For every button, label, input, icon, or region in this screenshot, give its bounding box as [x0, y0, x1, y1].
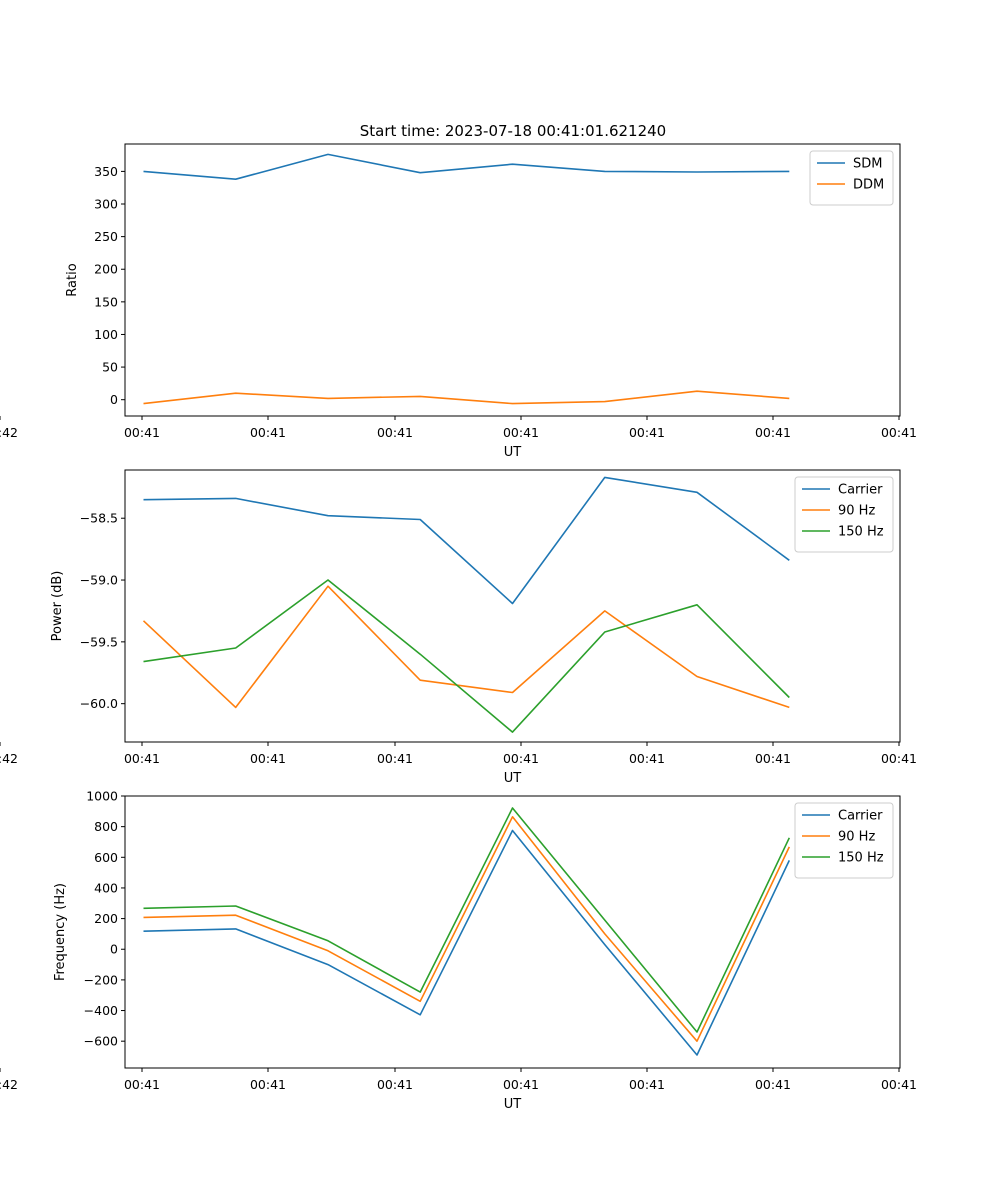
legend-label-90-hz: 90 Hz [838, 830, 875, 845]
x-tick-label: 00:41 [881, 751, 917, 766]
plot-frame [124, 143, 901, 417]
y-tick-label: 0 [110, 392, 118, 407]
series-line-90-hz [143, 815, 791, 1042]
x-axis-label: UT [504, 445, 522, 460]
y-tick-label: 800 [94, 819, 118, 834]
x-tick-label: 00:41 [250, 751, 286, 766]
y-tick-label: 1000 [86, 789, 118, 804]
x-tick-label: 00:41 [755, 751, 791, 766]
x-tick-label: 00:41 [881, 425, 917, 440]
subplot-3: 00:41 00:41 00:41 00:41 00:41 00:41 00:41 00:42… [0, 789, 917, 1112]
y-tick-label: −200 [84, 972, 118, 987]
x-tick-label: 00:41 [755, 1077, 791, 1092]
series-line-ddm [143, 390, 790, 405]
legend-box [809, 150, 894, 206]
x-tick-label: 00:41 [250, 425, 286, 440]
series-line-150-hz [143, 579, 790, 733]
x-tick-label: 00:41 [377, 425, 413, 440]
y-tick-label: 400 [94, 880, 118, 895]
x-tick-label: 00:41 [250, 1077, 286, 1092]
x-tick-label: 00:41 [755, 425, 791, 440]
x-tick-label: 00:41 [881, 1077, 917, 1092]
x-tick-label: 00:41 [503, 1077, 539, 1092]
y-axis-label: Power (dB) [50, 571, 65, 642]
legend-label-150-hz: 150 Hz [838, 851, 884, 866]
y-tick-label: 100 [94, 327, 118, 342]
y-axis-label: Frequency (Hz) [53, 883, 68, 981]
x-tick-label: 00:41 [124, 1077, 160, 1092]
x-tick-label: 00:41 [377, 751, 413, 766]
series-line-carrier [143, 476, 790, 605]
legend-box [794, 476, 894, 553]
x-tick-label: 00:42 [0, 751, 18, 766]
y-tick-label: −59.0 [80, 573, 118, 588]
y-tick-label: −400 [84, 1003, 118, 1018]
plot-frame [124, 469, 901, 743]
y-tick-label: 50 [102, 360, 118, 375]
figure-title: Start time: 2023-07-18 00:41:01.621240 [360, 122, 666, 140]
x-tick-label: 00:42 [0, 1077, 18, 1092]
y-tick-label: 300 [94, 197, 118, 212]
legend-label-sdm: SDM [853, 157, 882, 172]
y-tick-label: −60.0 [80, 696, 118, 711]
x-tick-label: 00:41 [503, 425, 539, 440]
y-tick-label: 600 [94, 850, 118, 865]
y-tick-label: 250 [94, 229, 118, 244]
legend-label-carrier: Carrier [838, 809, 883, 824]
x-tick-label: 00:41 [503, 751, 539, 766]
series-line-sdm [143, 153, 790, 180]
x-tick-label: 00:41 [629, 1077, 665, 1092]
y-tick-label: −600 [84, 1034, 118, 1049]
series-line-150-hz [143, 807, 791, 1033]
x-tick-label: 00:41 [124, 751, 160, 766]
y-tick-label: 350 [94, 164, 118, 179]
legend-label-150-hz: 150 Hz [838, 525, 884, 540]
plot-frame [124, 795, 901, 1069]
y-tick-label: 200 [94, 911, 118, 926]
legend-label-carrier: Carrier [838, 483, 883, 498]
y-tick-label: −59.5 [80, 634, 118, 649]
x-tick-label: 00:41 [629, 425, 665, 440]
y-axis-label: Ratio [65, 263, 80, 296]
y-tick-label: 150 [94, 294, 118, 309]
x-tick-label: 00:42 [0, 425, 18, 440]
legend-box [794, 802, 894, 879]
x-axis-label: UT [504, 771, 522, 786]
legend-label-90-hz: 90 Hz [838, 504, 875, 519]
y-tick-label: −58.5 [80, 511, 118, 526]
y-tick-label: 200 [94, 262, 118, 277]
series-line-90-hz [142, 585, 790, 709]
subplot-1: 00:41 00:41 00:41 00:41 00:41 00:41 00:41 00:42… [0, 143, 917, 460]
x-tick-label: 00:41 [629, 751, 665, 766]
legend-label-ddm: DDM [853, 178, 884, 193]
series-line-carrier [143, 829, 791, 1056]
x-tick-label: 00:41 [377, 1077, 413, 1092]
x-tick-label: 00:41 [124, 425, 160, 440]
x-axis-label: UT [504, 1097, 522, 1112]
y-tick-label: 0 [110, 942, 118, 957]
subplot-2: 00:41 00:41 00:41 00:41 00:41 00:41 00:41 00:42… [0, 469, 917, 786]
